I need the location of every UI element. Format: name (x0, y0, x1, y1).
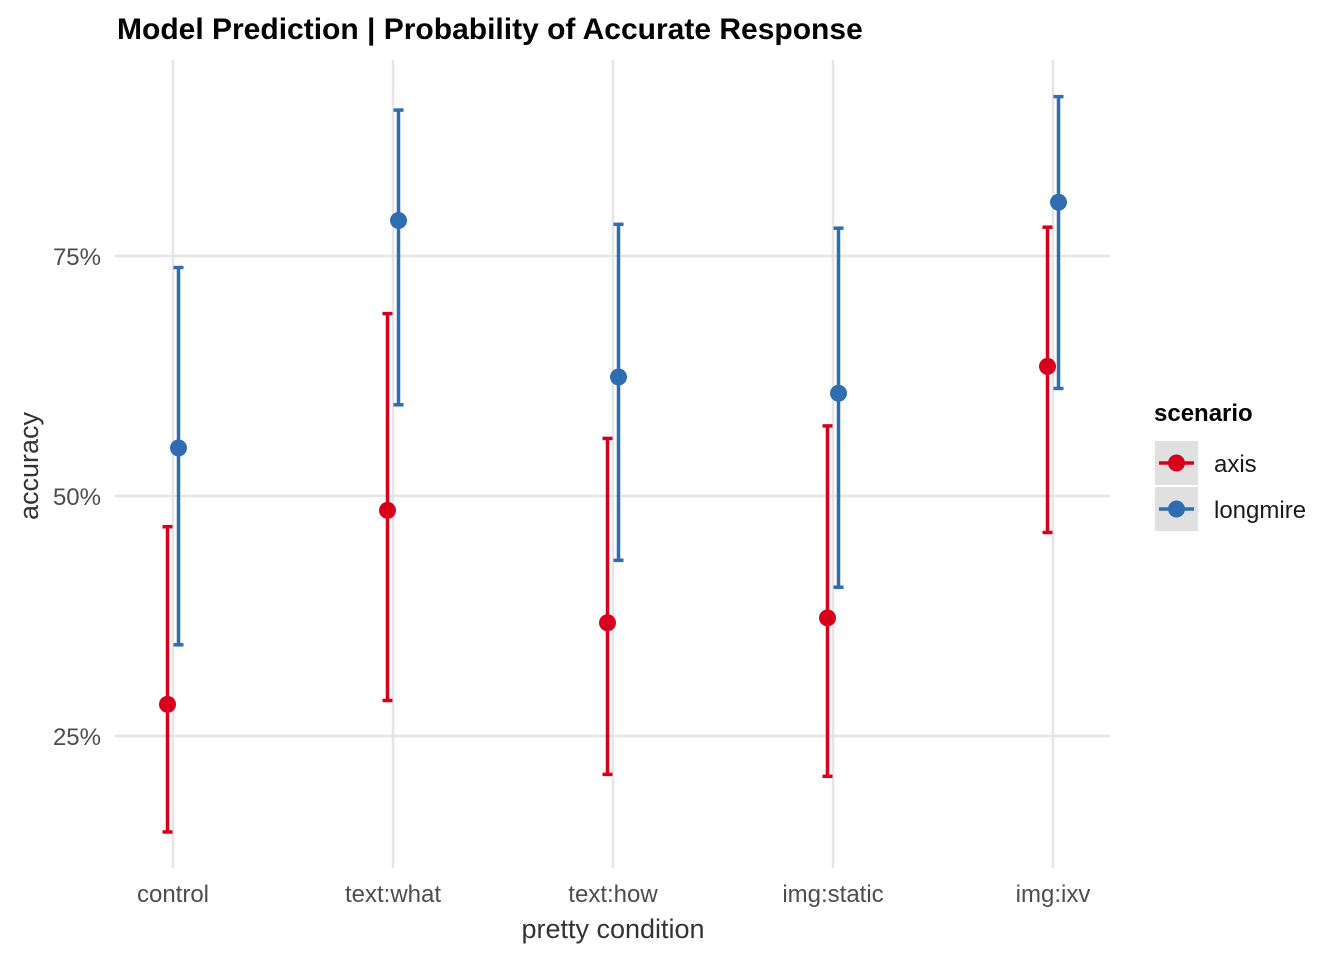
data-point (390, 211, 407, 229)
legend-items: axis longmire (1155, 441, 1306, 531)
x-tick-label: img:ixv (1016, 881, 1091, 908)
y-axis-ticks: 25% 50% 75% (53, 244, 101, 751)
legend-key-point (1168, 454, 1185, 472)
gridlines (115, 60, 1110, 868)
x-tick-label: img:static (782, 881, 883, 908)
legend-key-point (1168, 500, 1185, 518)
legend-label-axis: axis (1214, 451, 1257, 478)
data-point (159, 695, 176, 713)
data-point (610, 368, 627, 386)
legend-label-longmire: longmire (1214, 497, 1306, 524)
y-tick-label: 75% (53, 244, 101, 271)
data-point (1050, 193, 1067, 211)
data-point (819, 609, 836, 627)
data-series (159, 94, 1067, 834)
data-point (599, 614, 616, 632)
chart-title: Model Prediction | Probability of Accura… (117, 13, 863, 46)
y-tick-label: 50% (53, 484, 101, 511)
y-axis-title: accuracy (14, 411, 44, 520)
series-longmire (170, 94, 1067, 647)
x-tick-label: text:how (568, 881, 658, 908)
y-tick-label: 25% (53, 724, 101, 751)
data-point (170, 439, 187, 457)
data-point (379, 501, 396, 519)
x-axis-title: pretty condition (521, 914, 704, 944)
x-tick-label: control (137, 881, 209, 908)
legend: scenario axis longmire (1154, 400, 1306, 531)
series-axis (159, 225, 1056, 834)
legend-title: scenario (1154, 400, 1253, 427)
data-point (1039, 357, 1056, 375)
x-axis-ticks: control text:what text:how img:static img:ix… (137, 881, 1090, 908)
data-point (830, 384, 847, 402)
x-tick-label: text:what (345, 881, 441, 908)
